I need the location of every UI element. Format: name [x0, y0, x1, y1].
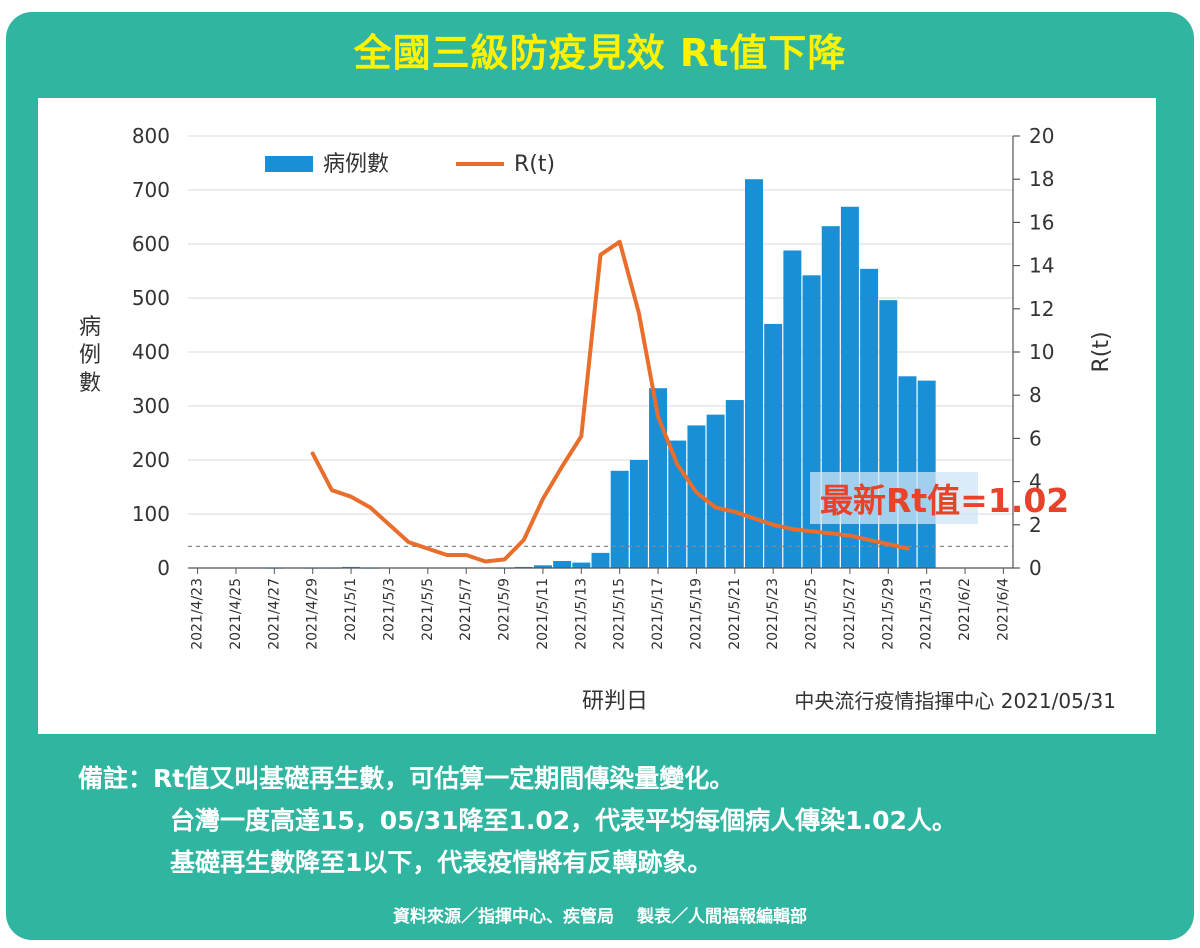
- gridlines: [188, 135, 1013, 515]
- right-tick-label: 8: [1029, 383, 1042, 407]
- x-tick-label: 2021/6/2: [957, 578, 973, 641]
- right-tick-label: 12: [1029, 297, 1054, 321]
- x-tick-label: 2021/5/7: [458, 578, 474, 641]
- right-tick-label: 10: [1029, 340, 1054, 364]
- left-tick-label: 700: [132, 178, 170, 202]
- x-tick-label: 2021/5/19: [688, 578, 704, 650]
- left-tick-label: 600: [132, 232, 170, 256]
- bar-5/19: [687, 425, 706, 568]
- x-tick-label: 2021/5/31: [919, 578, 935, 650]
- left-tick-label: 100: [132, 502, 170, 526]
- right-tick-label: 16: [1029, 210, 1054, 234]
- x-tick-label: 2021/5/15: [612, 578, 628, 650]
- x-tick-label: 2021/5/27: [842, 578, 858, 650]
- legend-bar-label: 病例數: [323, 152, 389, 177]
- x-tick-label: 2021/4/29: [305, 578, 321, 650]
- combo-chart: 0 100 200 300 400 500 600 700 800 0 2 4 6 8 10 12 14 16 1…: [79, 124, 1116, 714]
- latest-rt-annotation: 最新Rt值=1.02: [820, 481, 1069, 520]
- legend: 病例數 R(t): [265, 152, 555, 177]
- bar-5/23: [764, 323, 783, 568]
- left-tick-label: 400: [132, 340, 170, 364]
- bar-5/12: [553, 560, 572, 568]
- x-tick-label: 2021/5/9: [497, 578, 513, 641]
- right-tick-label: 6: [1029, 426, 1042, 450]
- x-tick-label: 2021/4/27: [266, 578, 282, 650]
- right-tick-label: 18: [1029, 167, 1054, 191]
- chart-credit: 中央流行疫情指揮中心 2021/05/31: [794, 689, 1116, 713]
- x-tick-label: 2021/4/25: [228, 578, 244, 650]
- x-axis-ticks: 2021/4/23 2021/4/25 2021/4/27 2021/4/29 2021…: [190, 568, 1011, 650]
- left-axis-ticks: 0 100 200 300 400 500 600 700 800: [132, 124, 170, 580]
- x-tick-label: 2021/5/25: [804, 578, 820, 650]
- annotation-highlight: [810, 472, 978, 524]
- chart-panel: 0 100 200 300 400 500 600 700 800 0 2 4 6 8 10 12 14 16 1…: [38, 98, 1156, 734]
- right-tick-label: 14: [1029, 254, 1054, 278]
- x-tick-label: 2021/5/13: [573, 578, 589, 650]
- right-tick-label: 20: [1029, 124, 1054, 148]
- bar-5/25: [802, 275, 821, 568]
- x-tick-label: 2021/5/1: [343, 578, 359, 641]
- note-line-3: 基礎再生數降至1以下，代表疫情將有反轉跡象。: [170, 848, 713, 877]
- left-axis-label: 病例數: [79, 315, 101, 396]
- x-tick-label: 2021/4/23: [190, 578, 206, 650]
- x-tick-label: 2021/5/21: [727, 578, 743, 650]
- right-axis-label: R(t): [1089, 331, 1114, 372]
- legend-line-label: R(t): [514, 152, 555, 177]
- note-line-2: 台灣一度高達15，05/31降至1.02，代表平均每個病人傳染1.02人。: [170, 806, 957, 835]
- bar-5/22: [744, 179, 763, 568]
- right-tick-label: 4: [1029, 470, 1042, 494]
- bar-5/14: [591, 552, 610, 568]
- right-tick-label: 2: [1029, 513, 1042, 537]
- right-axis-ticks: 0 2 4 6 8 10 12 14 16 18 20: [1013, 124, 1054, 580]
- left-tick-label: 800: [132, 124, 170, 148]
- bar-5/11: [533, 565, 552, 568]
- bar-5/13: [572, 562, 591, 568]
- bar-5/20: [706, 414, 725, 568]
- bar-5/21: [725, 400, 744, 568]
- bar-5/15: [610, 470, 629, 568]
- x-tick-label: 2021/6/4: [995, 578, 1011, 641]
- bar-5/29: [879, 300, 898, 568]
- x-tick-label: 2021/5/5: [420, 578, 436, 641]
- left-tick-label: 300: [132, 394, 170, 418]
- x-axis-label: 研判日: [582, 689, 648, 714]
- source-credit: 資料來源／指揮中心、疾管局 製表／人間福報編輯部: [393, 907, 807, 927]
- x-tick-label: 2021/5/3: [381, 578, 397, 641]
- left-tick-label: 200: [132, 448, 170, 472]
- x-tick-label: 2021/5/11: [535, 578, 551, 650]
- headline-title: 全國三級防疫見效 Rt值下降: [353, 31, 847, 75]
- rt-line: [310, 239, 910, 564]
- right-tick-label: 0: [1029, 556, 1042, 580]
- left-tick-label: 0: [157, 556, 170, 580]
- note-line-1: 備註：Rt值又叫基礎再生數，可估算一定期間傳染量變化。: [78, 764, 735, 793]
- legend-bar-swatch: [265, 156, 313, 172]
- x-tick-label: 2021/5/23: [765, 578, 781, 650]
- x-tick-label: 2021/5/17: [650, 578, 666, 650]
- left-tick-label: 500: [132, 286, 170, 310]
- bar-5/24: [783, 250, 802, 569]
- x-tick-label: 2021/5/29: [880, 578, 896, 650]
- bar-5/16: [629, 460, 648, 568]
